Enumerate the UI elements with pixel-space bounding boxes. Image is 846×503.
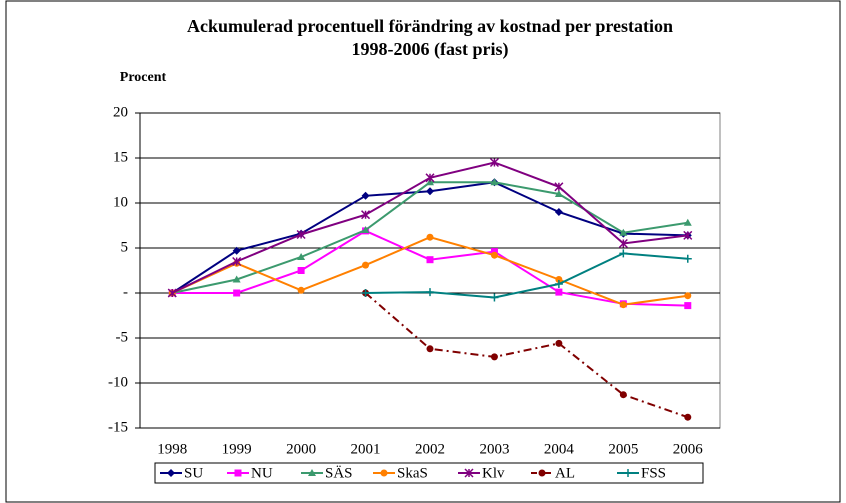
- y-tick-label: -15: [108, 419, 128, 435]
- marker: [684, 302, 692, 310]
- marker: [308, 469, 316, 476]
- marker: [296, 229, 306, 240]
- plot-area: [139, 112, 721, 429]
- marker: [362, 261, 370, 269]
- x-tick-label: 1999: [222, 441, 252, 457]
- y-tick-label: -5: [116, 329, 129, 345]
- marker: [490, 293, 499, 302]
- marker: [297, 253, 306, 260]
- marker: [618, 238, 628, 249]
- y-tick-label: 15: [113, 149, 128, 165]
- marker: [684, 292, 692, 300]
- x-tick-label: 2004: [544, 441, 575, 457]
- marker: [490, 353, 498, 361]
- marker: [297, 286, 305, 294]
- legend-label: SÄS: [325, 464, 353, 481]
- y-tick-label: -10: [108, 374, 128, 390]
- marker: [167, 288, 177, 298]
- marker: [361, 191, 370, 200]
- y-tick-label: 10: [113, 194, 128, 210]
- series-line: [365, 252, 688, 299]
- marker: [490, 251, 498, 259]
- x-tick-label: 2002: [415, 441, 445, 457]
- legend-label: AL: [555, 465, 575, 481]
- marker: [555, 288, 563, 296]
- marker: [426, 256, 434, 264]
- marker: [683, 254, 692, 263]
- marker: [555, 339, 563, 347]
- legend-label: SU: [184, 465, 203, 481]
- marker: [426, 187, 434, 196]
- marker: [624, 469, 632, 477]
- marker: [297, 267, 305, 274]
- marker: [554, 182, 564, 192]
- marker: [683, 230, 693, 240]
- marker: [554, 208, 563, 216]
- marker: [619, 228, 628, 236]
- y-axis-label: Procent: [120, 70, 167, 85]
- legend: SU NU SÄS SkaS Klv AL FSS: [154, 462, 704, 484]
- marker: [619, 249, 628, 258]
- marker: [232, 275, 241, 283]
- marker: [554, 190, 563, 197]
- marker: [489, 157, 499, 168]
- marker: [555, 276, 563, 283]
- marker: [232, 256, 242, 267]
- x-tick-label: 1998: [157, 441, 187, 457]
- legend-label: FSS: [641, 465, 666, 481]
- marker: [683, 218, 692, 226]
- y-tick-label: 5: [121, 239, 129, 255]
- legend-label: SkaS: [397, 465, 428, 481]
- marker: [490, 178, 499, 186]
- legend-label: NU: [251, 465, 273, 481]
- marker: [426, 345, 434, 353]
- marker: [684, 413, 692, 421]
- marker: [167, 469, 175, 477]
- marker: [361, 210, 371, 220]
- legend-label: Klv: [482, 465, 505, 481]
- marker: [361, 289, 370, 297]
- x-tick-label: 2006: [673, 441, 704, 457]
- marker: [233, 289, 241, 297]
- marker: [619, 391, 627, 399]
- x-tick-label: 2001: [351, 441, 381, 457]
- marker: [426, 233, 434, 241]
- y-tick-label: 20: [113, 104, 128, 120]
- marker: [380, 469, 388, 477]
- chart-title: Ackumulerad procentuell förändring av ko…: [187, 16, 673, 36]
- marker: [554, 280, 563, 288]
- x-tick-label: 2005: [608, 441, 638, 457]
- marker: [232, 246, 241, 255]
- x-tick-label: 2003: [479, 441, 509, 457]
- marker: [361, 226, 370, 233]
- series-line: [364, 292, 689, 419]
- x-tick-label: 2000: [286, 441, 316, 457]
- marker: [426, 288, 434, 297]
- legend-box: [154, 462, 704, 484]
- marker: [538, 469, 546, 477]
- marker: [619, 301, 627, 309]
- marker: [490, 248, 498, 256]
- marker: [234, 469, 242, 477]
- marker: [425, 173, 435, 183]
- y-tick-label: -: [123, 284, 128, 300]
- chart-title: 1998-2006 (fast pris): [352, 39, 509, 60]
- marker: [464, 468, 474, 478]
